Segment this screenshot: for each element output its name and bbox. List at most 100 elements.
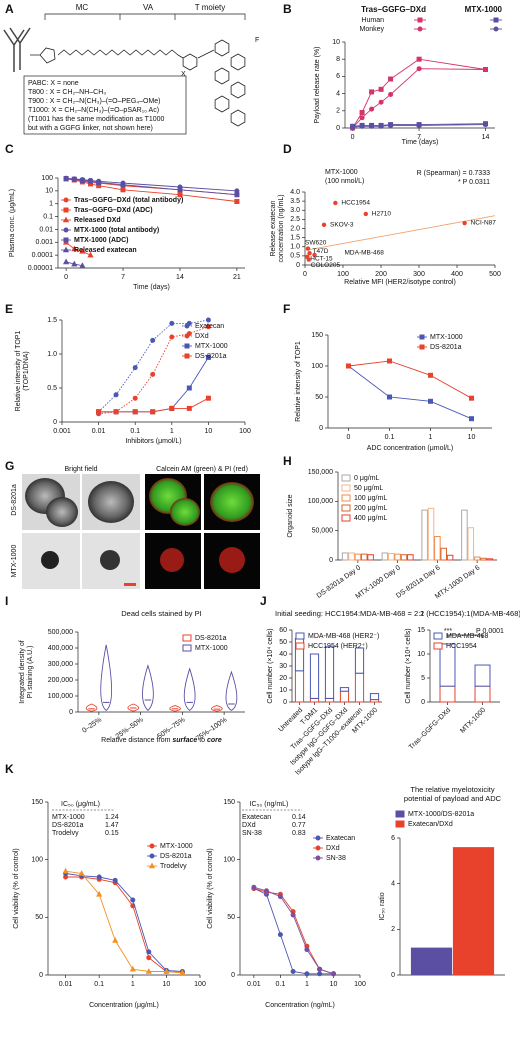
bracket (44, 13, 246, 20)
y-tick-label: 0 (231, 972, 235, 979)
marker (113, 409, 119, 415)
marker (120, 182, 126, 188)
panel-label: C (5, 142, 14, 156)
marker (149, 843, 155, 849)
chart-title: potential of payload and ADC (404, 794, 502, 803)
bar (461, 509, 468, 561)
legend-label: DS-8201a (195, 635, 227, 642)
legend-label: DS-8201a (160, 853, 192, 860)
x-tick-label: 1 (170, 428, 174, 435)
marker (132, 395, 138, 401)
bar (439, 643, 456, 687)
point-label: SKOV-3 (330, 222, 354, 229)
legend-line: T1000: X = CH₂–N(CH₃)–(=O–pSAR₁₀ Ac) (28, 107, 159, 114)
ring (182, 53, 198, 71)
y-tick-label: 2 (391, 926, 395, 933)
marker (369, 89, 375, 95)
y-tick-label: 6 (336, 73, 340, 80)
marker (148, 862, 156, 869)
column-label: Calcein AM (green) & PI (red) (156, 466, 248, 473)
y-axis-label: concentration (ng/mL) (278, 194, 285, 262)
marker (277, 894, 283, 900)
marker (315, 835, 321, 841)
bar (324, 646, 335, 699)
x-tick-label: Tras–GGFG–DXd (408, 707, 452, 751)
bar (473, 556, 481, 561)
marker (417, 17, 423, 23)
bar (348, 552, 355, 561)
y-tick-label: 4.0 (290, 189, 300, 196)
antibody (3, 27, 31, 72)
bar (354, 672, 365, 703)
series-line (98, 319, 209, 413)
row-label: DS-8201a (11, 484, 18, 516)
marker (186, 385, 192, 391)
marker (493, 17, 499, 23)
x-tick-label: 0.1 (94, 981, 104, 988)
y-axis-label: IC₅₀ ratio (379, 892, 386, 920)
x-tick-label: 400 (451, 271, 463, 278)
marker (79, 262, 86, 269)
y-axis-label: Relative intensity of TOP1 (295, 341, 302, 422)
panel-label: D (283, 142, 292, 156)
x-tick-label: 200 (375, 271, 387, 278)
series-line (253, 888, 334, 975)
legend-label: DXd (195, 333, 209, 340)
legend-label: HCC1954 (446, 643, 477, 650)
x-tick-label: 1 (131, 981, 135, 988)
marker (234, 192, 240, 198)
y-tick-label: 5 (421, 675, 425, 682)
y-tick-label: 3.0 (290, 207, 300, 214)
atom-label: X (181, 71, 186, 78)
legend-label: MTX-1000 (total antibody) (74, 227, 159, 234)
y-tick-label: 0 (391, 972, 395, 979)
x-tick-label: 100 (354, 981, 366, 988)
marker (71, 176, 77, 182)
y-tick-label: 0 (53, 419, 57, 426)
bar (381, 552, 389, 561)
point-label: T47D (313, 248, 329, 255)
table-cell: DXd (242, 822, 256, 829)
x-tick-label: 0 (64, 274, 68, 281)
point-label: MDA-MB-468 (345, 250, 385, 257)
y-tick-label: 150 (223, 799, 235, 806)
x-axis-label: Concentration (ng/mL) (265, 1002, 335, 1009)
y-tick-label: 100,000 (308, 498, 333, 505)
x-axis-label: Concentration (μg/mL) (89, 1002, 159, 1009)
y-tick-label: 50 (227, 914, 235, 921)
table-cell: 0.77 (292, 822, 306, 829)
series-line (98, 357, 209, 413)
bar (486, 558, 494, 561)
bar (367, 554, 374, 561)
point-label: SW620 (305, 239, 327, 246)
marker (129, 965, 136, 972)
legend-line: but with a GGFG linker, not shown here) (28, 125, 153, 132)
legend-label: MDA-MB-468 (446, 633, 489, 640)
point (307, 250, 312, 256)
marker (378, 99, 384, 105)
x-tick-label: 10 (162, 981, 170, 988)
legend-swatch (341, 504, 351, 512)
y-tick-label: 100 (223, 857, 235, 864)
bond (177, 49, 215, 59)
marker (416, 66, 422, 72)
y-tick-label: 50 (35, 914, 43, 921)
bar (407, 554, 414, 561)
series-line (65, 876, 183, 974)
marker (146, 949, 152, 955)
x-axis-label: ADC concentration (μmol/L) (367, 445, 454, 452)
chart-title: Dead cells stained by PI (121, 609, 201, 618)
y-tick-label: 0 (69, 709, 73, 716)
marker (63, 207, 69, 213)
legend-label: Exatecan (326, 835, 355, 842)
bracket (447, 634, 483, 638)
marker (345, 363, 351, 369)
y-tick-label: 2.5 (290, 216, 300, 223)
legend-line: T900 : X = CH₂–N(CH₃)–(=O–PEG₄–OMe) (28, 98, 161, 105)
scale-bar (124, 583, 136, 586)
bar (369, 693, 380, 701)
violin (127, 703, 140, 712)
y-tick-label: 400,000 (48, 645, 73, 652)
bar (421, 509, 428, 561)
legend-swatch (182, 644, 192, 652)
